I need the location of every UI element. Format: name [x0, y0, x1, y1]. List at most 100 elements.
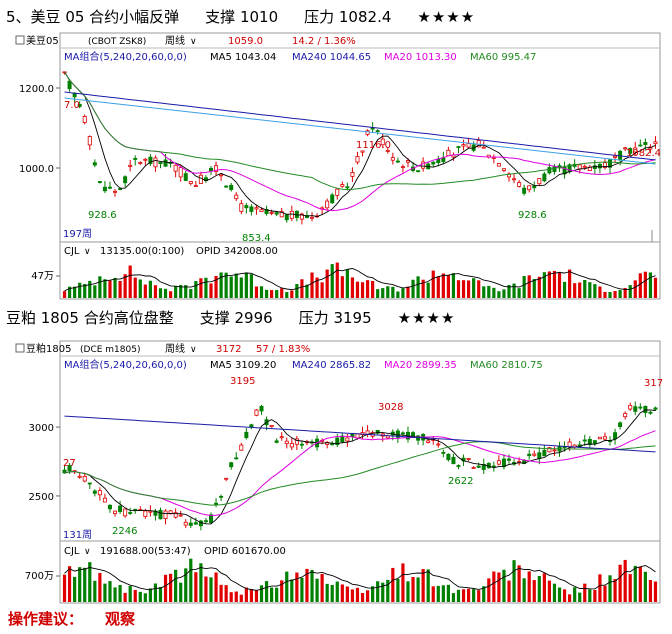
volume-bar: [638, 566, 642, 602]
volume-bar: [578, 282, 582, 298]
volume-bar: [264, 289, 269, 298]
volume-bar: [244, 272, 248, 298]
volume-bar: [234, 273, 238, 298]
collapse-icon[interactable]: [15, 35, 25, 45]
volume-bar: [537, 276, 541, 298]
candle-body: [259, 209, 264, 213]
volume-bar: [224, 585, 228, 602]
volume-bar: [436, 276, 440, 298]
y-tick-label: 1000.0: [19, 164, 54, 175]
volume-bar: [406, 581, 410, 602]
candle-body: [102, 497, 107, 503]
candle-body: [77, 475, 82, 478]
candle-body: [143, 158, 148, 161]
volume-bar: [340, 584, 344, 602]
candle-body: [552, 449, 557, 452]
volume-bar: [254, 590, 259, 602]
candle-body: [67, 465, 72, 472]
chevron-down-icon[interactable]: ∨: [84, 547, 91, 557]
chart-header: 豆粕1805 (DCE m1805) 周线 ∨ 3172 57 / 1.83%: [15, 342, 310, 355]
candle-body: [446, 149, 451, 157]
volume-bar: [527, 275, 531, 298]
volume-bar: [603, 291, 607, 298]
candle-body: [229, 462, 234, 468]
volume-bar: [638, 273, 642, 298]
candle-body: [547, 447, 552, 453]
candle-body: [618, 422, 623, 427]
y-axis: 3000 2500: [29, 423, 60, 503]
candle-body: [173, 512, 178, 518]
volume-bar: [562, 281, 567, 298]
ma60-label: MA60 2810.75: [470, 360, 543, 371]
volume-bar: [325, 269, 329, 298]
volume-bar: [168, 291, 173, 298]
header-price: 1059.0: [228, 36, 263, 47]
candle-body: [289, 210, 294, 219]
volume-bar: [204, 576, 208, 602]
volume-bar: [527, 571, 531, 602]
volume-bar: [482, 586, 486, 602]
volume-bar: [128, 265, 132, 298]
candle-body: [193, 522, 198, 525]
ma5-line: [64, 409, 656, 525]
volume-bar: [472, 589, 476, 602]
rating-stars: ★★★★: [417, 8, 476, 26]
volume-bar: [199, 563, 203, 602]
annotation-high-right: 317: [644, 378, 663, 389]
candles: [62, 71, 658, 225]
chart-soymeal: 豆粕1805 (DCE m1805) 周线 ∨ 3172 57 / 1.83% …: [15, 340, 663, 604]
candle-body: [446, 453, 451, 461]
volume-bar: [583, 583, 587, 602]
section-title-soymeal: 豆粕 1805 合约高位盘整 支撑 2996 压力 3195 ★★★★: [6, 307, 481, 328]
chevron-down-icon[interactable]: ∨: [84, 247, 91, 257]
candle-body: [203, 520, 208, 523]
header-symbol: 豆粕1805: [26, 342, 71, 355]
trend-line: [64, 97, 656, 165]
candle-body: [623, 413, 628, 418]
volume-bar: [194, 281, 198, 298]
header-period[interactable]: 周线: [165, 342, 185, 355]
volume-bar: [472, 278, 476, 298]
volume-bar: [340, 276, 344, 298]
candle-body: [395, 430, 400, 438]
volume-bar: [275, 587, 279, 602]
collapse-icon[interactable]: [15, 343, 25, 353]
volume-bar: [401, 563, 405, 602]
volume-bar: [532, 580, 536, 602]
candle-body: [284, 214, 289, 221]
volume-bar: [562, 589, 567, 602]
candle-body: [183, 521, 188, 526]
candle-body: [143, 510, 148, 517]
ma20-line: [64, 430, 656, 517]
volume-bar: [355, 587, 360, 602]
volume-bar: [411, 576, 415, 602]
volume-bar: [239, 594, 243, 602]
chevron-down-icon[interactable]: ∨: [190, 37, 197, 47]
volume-bar: [517, 565, 521, 602]
volume-bar: [552, 270, 557, 298]
candle-body: [547, 167, 552, 174]
chevron-down-icon[interactable]: ∨: [190, 345, 197, 355]
candle-body: [163, 159, 168, 167]
candle-body: [214, 502, 219, 505]
open-interest-line: [64, 268, 656, 292]
candle-body: [471, 467, 476, 469]
candle-body: [405, 160, 410, 163]
candle-body: [254, 409, 259, 416]
candle-body: [87, 136, 92, 146]
candle-body: [279, 436, 284, 439]
volume-bar: [371, 280, 375, 298]
volume-bar: [118, 280, 122, 298]
volume-bar: [133, 277, 137, 298]
volume-bar: [168, 573, 173, 602]
y-tick-label: 1200.0: [19, 84, 54, 95]
ma20-line: [64, 71, 656, 212]
volume-label: CJL: [64, 246, 80, 257]
volume-bar: [113, 587, 117, 602]
candle-body: [92, 162, 97, 166]
candle-body: [638, 406, 643, 409]
volume-bar: [557, 587, 562, 602]
volume-bar: [98, 572, 102, 602]
header-period[interactable]: 周线: [165, 34, 185, 47]
candle-body: [289, 443, 294, 448]
